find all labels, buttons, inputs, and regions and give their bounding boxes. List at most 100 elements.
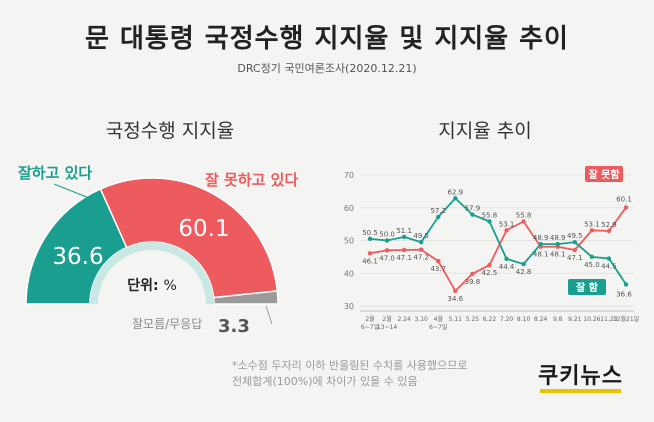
data-label-positive: 44.4 bbox=[499, 263, 515, 271]
series-point-1 bbox=[470, 212, 475, 217]
series-point-0 bbox=[453, 288, 458, 294]
series-point-0 bbox=[606, 228, 612, 234]
x-tick-sublabel: 6~7일 bbox=[429, 323, 447, 331]
data-label-negative: 47.1 bbox=[396, 254, 412, 262]
data-label-negative: 34.6 bbox=[448, 295, 464, 303]
y-tick-label: 50 bbox=[344, 237, 354, 246]
x-tick-label: 9.21 bbox=[568, 316, 582, 323]
x-tick-label: 7.20 bbox=[500, 316, 514, 323]
x-tick-label: 6.22 bbox=[483, 316, 497, 323]
x-tick-label: 2월 bbox=[382, 315, 391, 323]
series-point-0 bbox=[589, 228, 595, 233]
data-label-positive: 48.9 bbox=[533, 234, 549, 242]
series-point-0 bbox=[384, 248, 390, 253]
series-point-1 bbox=[384, 238, 390, 243]
gauge-label-negative: 잘 못하고 있다 bbox=[205, 171, 298, 189]
gauge-value-undecided: 3.3 bbox=[218, 316, 250, 337]
series-point-1 bbox=[623, 282, 629, 287]
x-tick-label: 5.25 bbox=[466, 316, 480, 323]
x-tick-label: 4월 bbox=[434, 315, 443, 323]
gauge-inner-band bbox=[90, 242, 214, 304]
logo-text: 쿠키뉴스 bbox=[538, 364, 623, 389]
series-point-0 bbox=[504, 228, 509, 233]
data-label-positive: 49.5 bbox=[413, 232, 429, 240]
data-label-negative: 42.5 bbox=[482, 269, 498, 277]
footnote: *소수점 두자리 이하 반올림된 수치를 사용했으므로 전체합계(100%)에 … bbox=[232, 358, 532, 390]
y-tick-label: 40 bbox=[344, 269, 354, 278]
gauge-label-positive: 잘하고 있다 bbox=[18, 164, 92, 182]
x-tick-label: 3.10 bbox=[415, 316, 429, 323]
series-point-1 bbox=[401, 234, 407, 240]
series-point-1 bbox=[453, 196, 458, 201]
series-point-1 bbox=[606, 256, 612, 261]
page-title: 문 대통령 국정수행 지지율 및 지지율 추이 bbox=[85, 24, 569, 54]
series-point-1 bbox=[538, 241, 543, 247]
series-point-1 bbox=[555, 241, 560, 247]
x-tick-label: 10.26 bbox=[583, 316, 600, 323]
gauge-unit-label: 단위: % bbox=[127, 277, 177, 294]
data-label-negative: 43.7 bbox=[430, 265, 446, 273]
series-point-1 bbox=[589, 254, 595, 260]
data-label-positive: 50.0 bbox=[379, 231, 395, 239]
footnote-line-2: 전체합계(100%)에 차이가 있을 수 있음 bbox=[232, 375, 418, 388]
series-point-0 bbox=[470, 271, 475, 277]
x-tick-sublabel: 13~14 bbox=[377, 324, 397, 331]
series-line-1 bbox=[369, 196, 627, 285]
series-point-1 bbox=[436, 214, 441, 220]
data-label-negative: 47.0 bbox=[379, 254, 395, 262]
gauge-value-positive: 36.6 bbox=[52, 244, 103, 270]
series-point-1 bbox=[572, 239, 577, 245]
series-badge-negative-bg bbox=[585, 166, 623, 182]
y-tick-label: 70 bbox=[344, 171, 354, 180]
data-label-positive: 48.9 bbox=[550, 234, 566, 242]
series-point-0 bbox=[401, 247, 407, 253]
series-badge-positive: 잘 함 bbox=[576, 281, 599, 294]
x-tick-label: 12월21일 bbox=[613, 315, 639, 323]
y-tick-label: 30 bbox=[344, 302, 354, 311]
data-label-positive: 42.8 bbox=[516, 268, 532, 276]
data-label-positive: 50.5 bbox=[362, 229, 378, 237]
trend-title: 지지율 추이 bbox=[438, 120, 532, 142]
series-point-1 bbox=[367, 236, 373, 242]
series-line-0 bbox=[369, 206, 627, 293]
x-tick-label: 5.11 bbox=[449, 316, 463, 323]
series-point-1 bbox=[487, 219, 492, 224]
footnote-line-1: *소수점 두자리 이하 반올림된 수치를 사용했으므로 bbox=[232, 359, 468, 372]
gauge-leader-positive bbox=[53, 183, 105, 205]
data-label-positive: 55.8 bbox=[482, 212, 498, 220]
x-tick-label: 2월 bbox=[365, 315, 374, 323]
data-label-positive: 51.1 bbox=[396, 227, 412, 235]
x-tick-label: 8.10 bbox=[517, 316, 531, 323]
data-label-negative: 53.1 bbox=[499, 220, 515, 228]
x-tick-label: 11.23 bbox=[600, 316, 617, 323]
series-point-1 bbox=[504, 256, 509, 262]
data-label-negative: 48.1 bbox=[533, 251, 549, 259]
data-label-positive: 57.9 bbox=[465, 205, 481, 213]
data-label-negative: 60.1 bbox=[616, 195, 632, 203]
series-point-1 bbox=[521, 261, 526, 267]
data-label-positive: 36.6 bbox=[616, 290, 632, 298]
series-point-0 bbox=[367, 251, 373, 256]
data-label-negative: 47.1 bbox=[567, 254, 583, 262]
data-label-positive: 45.0 bbox=[584, 261, 600, 269]
series-point-0 bbox=[623, 205, 629, 210]
gauge-value-negative: 60.1 bbox=[178, 216, 229, 242]
data-label-negative: 39.8 bbox=[465, 278, 481, 286]
data-label-positive: 62.9 bbox=[448, 188, 464, 196]
data-label-positive: 49.5 bbox=[567, 232, 583, 240]
series-badge-negative: 잘 못함 bbox=[588, 168, 620, 181]
series-point-0 bbox=[419, 247, 424, 252]
x-tick-label: 8.24 bbox=[534, 316, 548, 323]
data-label-positive: 44.5 bbox=[601, 263, 617, 271]
data-label-positive: 57.2 bbox=[430, 207, 446, 215]
series-badge-positive-bg bbox=[568, 279, 606, 295]
data-label-negative: 55.8 bbox=[516, 212, 532, 220]
logo-underline bbox=[540, 389, 621, 393]
data-label-negative: 46.1 bbox=[362, 257, 378, 265]
series-point-0 bbox=[521, 219, 526, 224]
gauge-title: 국정수행 지지율 bbox=[105, 120, 235, 142]
series-point-1 bbox=[419, 239, 424, 245]
data-label-negative: 47.2 bbox=[413, 254, 429, 262]
